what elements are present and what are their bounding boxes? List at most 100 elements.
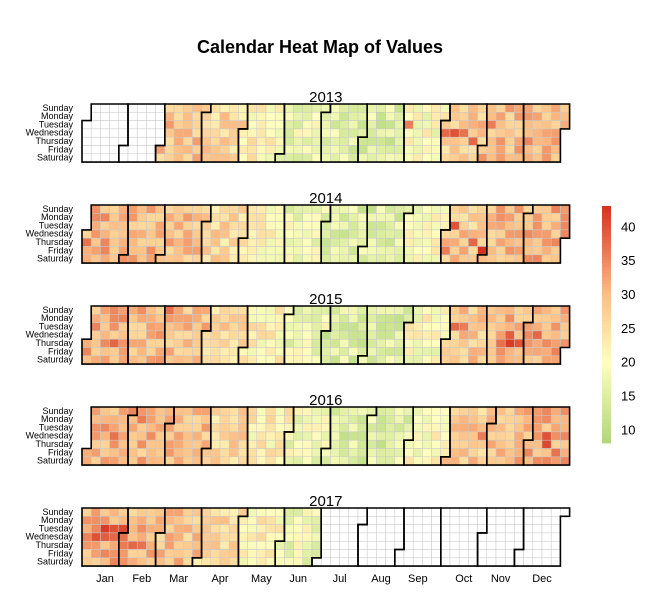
day-cell: [81, 338, 92, 348]
day-cell: [100, 431, 110, 441]
colorbar-segment: [602, 415, 611, 420]
day-cell: [486, 246, 497, 256]
day-cell: [265, 557, 276, 567]
day-cell: [256, 516, 267, 525]
day-cell: [238, 221, 248, 231]
day-cell: [100, 516, 110, 525]
day-cell: [385, 557, 396, 567]
day-cell: [118, 153, 129, 163]
colorbar-segment: [602, 314, 611, 319]
day-cell: [532, 423, 543, 433]
day-cell: [468, 246, 478, 256]
day-cell: [265, 448, 276, 458]
day-cell: [228, 322, 239, 332]
day-cell: [357, 406, 368, 416]
day-cell: [412, 406, 423, 416]
day-cell: [385, 347, 396, 357]
day-cell: [550, 145, 561, 155]
day-cell: [523, 153, 534, 163]
day-cell: [431, 120, 442, 130]
day-cell: [514, 305, 524, 315]
month-outlines: [81, 406, 571, 466]
colorbar-tick-label: 30: [621, 287, 635, 302]
colorbar-segment: [602, 348, 611, 352]
day-cell: [504, 112, 515, 121]
day-cell: [219, 338, 230, 348]
day-cell: [219, 347, 230, 357]
day-cell: [256, 423, 267, 433]
day-cell: [302, 145, 313, 155]
day-cell: [541, 254, 552, 264]
day-cell: [293, 213, 304, 222]
day-cell: [541, 347, 552, 357]
day-cell: [302, 305, 313, 315]
day-cell: [458, 524, 469, 534]
day-cell: [81, 153, 92, 163]
day-cell: [302, 439, 313, 449]
day-cell: [247, 330, 258, 340]
day-cell: [311, 524, 322, 534]
day-cell: [192, 120, 202, 130]
day-cell: [376, 112, 386, 121]
day-cell: [219, 448, 230, 458]
day-cell: [127, 221, 138, 231]
day-cell: [201, 112, 212, 121]
day-cell: [118, 254, 129, 264]
day-cell: [449, 221, 460, 231]
day-cell: [504, 431, 515, 441]
day-cell: [155, 153, 166, 163]
year-label: 2013: [309, 89, 342, 106]
day-cell: [468, 128, 478, 138]
day-cell: [127, 237, 138, 247]
day-cell: [182, 153, 193, 163]
day-cell: [348, 229, 359, 239]
day-cell: [541, 322, 552, 332]
day-cell: [431, 128, 442, 138]
day-cell: [385, 355, 396, 365]
day-cell: [210, 229, 221, 239]
day-cell: [495, 355, 506, 365]
day-cell: [560, 112, 570, 121]
year-label: 2014: [309, 190, 342, 207]
day-cell: [431, 322, 442, 332]
day-cell: [182, 540, 193, 550]
colorbar-segment: [602, 233, 611, 237]
day-cell: [403, 237, 414, 247]
day-cell: [100, 103, 110, 113]
day-cell: [311, 456, 322, 466]
day-cell: [228, 406, 239, 416]
day-cell: [182, 305, 193, 315]
day-cell: [136, 120, 147, 130]
day-cell: [477, 448, 488, 458]
day-cell: [357, 254, 368, 264]
day-cell: [155, 330, 166, 340]
day-cell: [330, 330, 340, 340]
day-cell: [320, 347, 331, 357]
day-cell: [403, 415, 414, 424]
weekday-label: Tuesday: [39, 321, 74, 331]
day-cell: [486, 136, 497, 146]
day-cell: [458, 347, 469, 357]
day-cell: [394, 406, 405, 416]
day-cell: [256, 439, 267, 449]
day-cell: [81, 254, 92, 264]
day-cell: [265, 246, 276, 256]
day-cell: [127, 254, 138, 264]
day-cell: [173, 103, 184, 113]
day-cell: [330, 112, 340, 121]
day-cell: [468, 549, 478, 559]
day-cell: [302, 355, 313, 365]
day-cell: [192, 507, 202, 517]
day-cell: [81, 136, 92, 146]
day-cell: [348, 540, 359, 550]
day-cell: [550, 532, 561, 542]
day-cell: [486, 120, 497, 130]
day-cell: [118, 314, 129, 323]
day-cell: [330, 229, 340, 239]
day-cell: [210, 431, 221, 441]
colorbar-segment: [602, 422, 611, 427]
day-cell: [348, 406, 359, 416]
day-cell: [164, 330, 175, 340]
colorbar-segment: [602, 375, 611, 380]
day-cell: [403, 322, 414, 332]
